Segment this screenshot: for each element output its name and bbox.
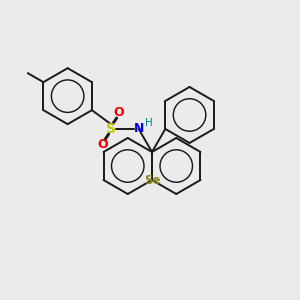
Text: O: O [98, 139, 108, 152]
Text: H: H [145, 118, 153, 128]
Text: O: O [113, 106, 124, 119]
Text: N: N [134, 122, 144, 136]
Text: S: S [106, 122, 116, 136]
Text: Se: Se [144, 175, 160, 188]
